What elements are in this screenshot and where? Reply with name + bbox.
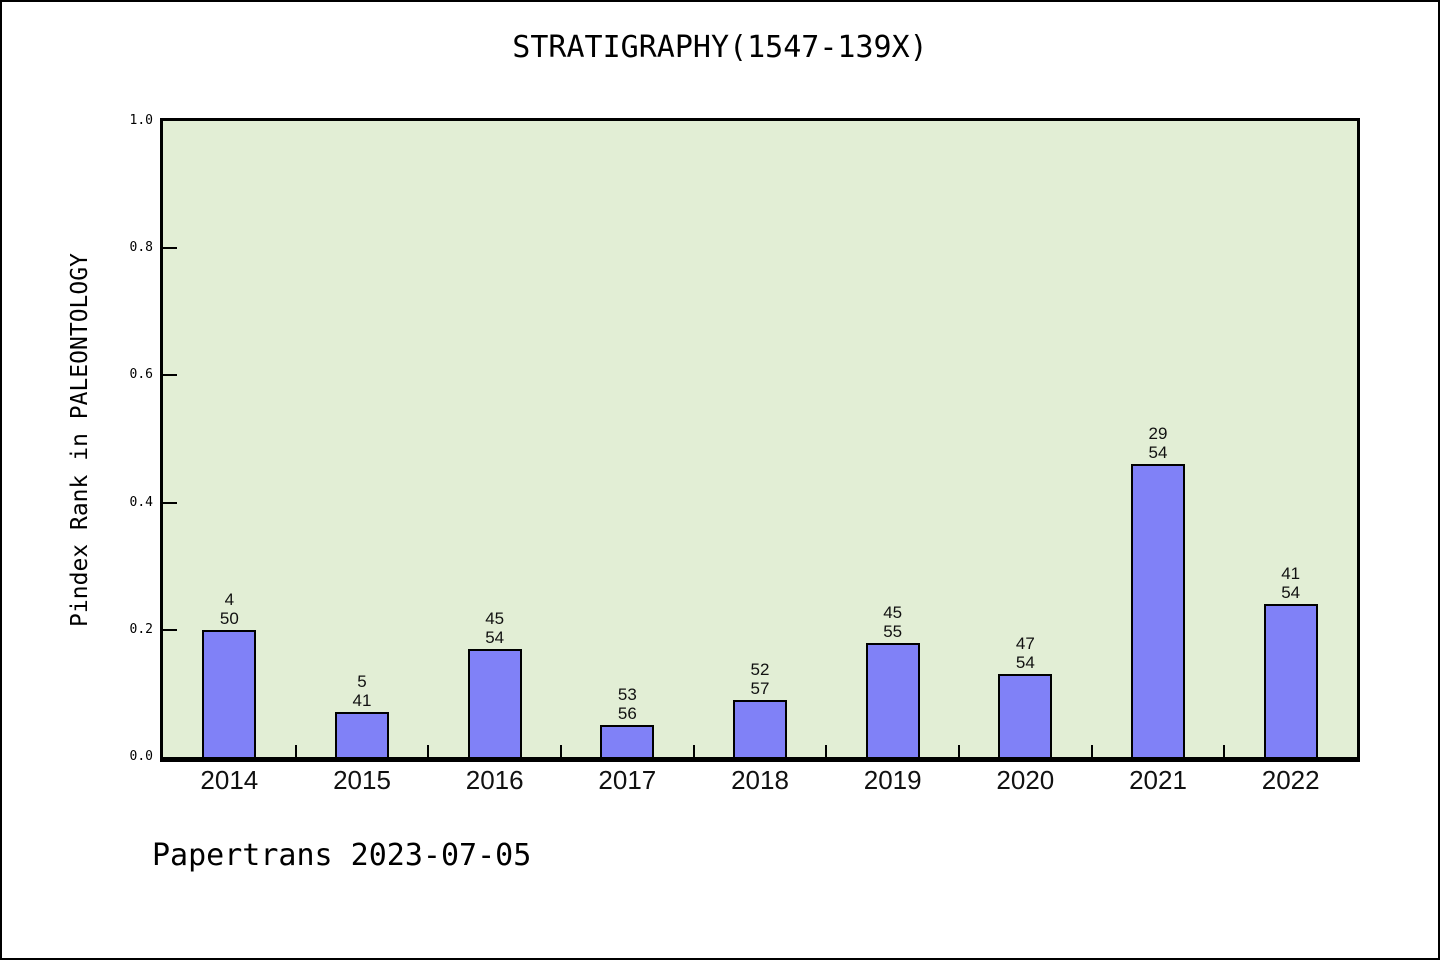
bar-value-label: 29 54 (1148, 424, 1168, 463)
y-tick-label: 0.2 (129, 621, 153, 637)
bar-value-label: 52 57 (750, 659, 770, 698)
x-tick-mark (692, 745, 695, 757)
x-tick-label: 2019 (863, 765, 922, 795)
x-axis-labels: 2014 2015 2016 2017 2018 2019 2020 2021 2022 (163, 765, 1357, 801)
bar-2015 (335, 712, 389, 757)
y-axis-tick-labels: 0.0 0.2 0.4 0.6 0.8 1.0 (2, 113, 153, 764)
y-tick-label: 1.0 (129, 113, 153, 128)
bar-value-label: 53 56 (617, 685, 637, 724)
bar-value-label: 5 41 (352, 672, 372, 711)
bar-2017 (600, 725, 655, 757)
x-tick-mark (294, 745, 297, 757)
y-tick-mark (163, 628, 177, 631)
x-tick-label: 2016 (465, 765, 524, 795)
x-tick-mark (427, 745, 430, 757)
y-tick-label: 0.4 (129, 494, 153, 510)
bar-value-label: 41 54 (1281, 564, 1301, 603)
x-tick-label: 2021 (1129, 765, 1187, 795)
plot-area: 4 50 5 41 45 54 53 56 52 57 45 55 47 54 29 54 41 54 (160, 118, 1360, 762)
x-tick-mark (1090, 745, 1093, 757)
bar-2021 (1131, 464, 1185, 757)
y-tick-mark (163, 501, 177, 504)
y-tick-mark (163, 374, 177, 377)
chart-title: STRATIGRAPHY(1547-139X) (512, 30, 928, 65)
x-tick-label: 2017 (598, 765, 657, 795)
bar-value-label: 4 50 (219, 589, 239, 628)
x-tick-label: 2018 (731, 765, 789, 795)
bar-2014 (202, 629, 257, 757)
bar-value-label: 45 54 (485, 608, 505, 647)
footer-watermark: Papertrans 2023-07-05 (152, 838, 532, 873)
bar-value-label: 47 54 (1015, 634, 1035, 673)
bar-2019 (865, 642, 920, 757)
bar-value-label: 45 55 (883, 602, 903, 641)
bar-2016 (467, 648, 522, 757)
x-tick-mark (560, 745, 562, 757)
y-tick-label: 0.0 (129, 749, 153, 764)
bar-2022 (1263, 604, 1318, 757)
x-tick-mark (958, 745, 960, 757)
x-tick-label: 2014 (200, 765, 259, 795)
x-tick-label: 2022 (1261, 765, 1320, 795)
y-tick-mark (163, 247, 177, 250)
x-tick-mark (1223, 745, 1226, 757)
x-tick-label: 2020 (996, 765, 1055, 795)
bar-2020 (998, 674, 1053, 757)
y-tick-label: 0.6 (129, 367, 153, 383)
y-tick-label: 0.8 (129, 240, 153, 256)
bar-2018 (733, 699, 787, 757)
x-tick-mark (825, 745, 828, 757)
x-tick-label: 2015 (333, 765, 391, 795)
